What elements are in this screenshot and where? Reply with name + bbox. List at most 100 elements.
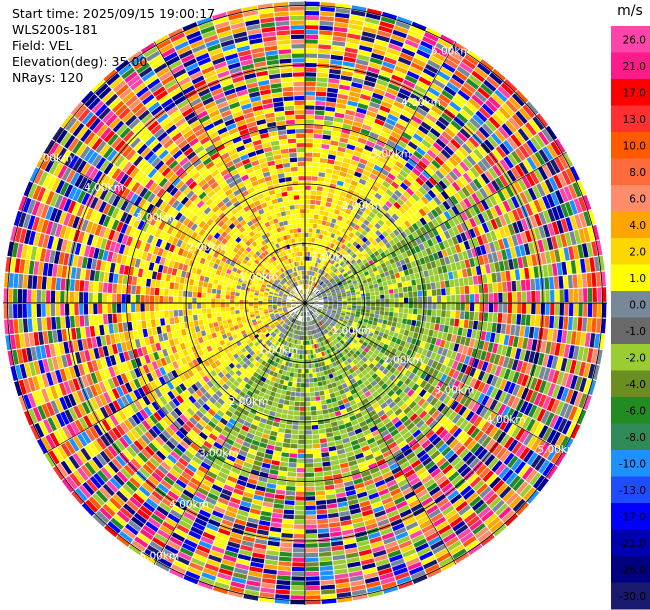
range-gate	[328, 304, 333, 306]
range-gate	[471, 94, 484, 106]
range-gate	[362, 169, 371, 177]
range-gate	[447, 142, 458, 153]
range-gate	[317, 238, 322, 244]
range-gate	[320, 282, 325, 287]
range-gate	[305, 110, 315, 115]
range-gate	[313, 448, 321, 454]
range-gate	[364, 197, 372, 204]
range-gate	[465, 139, 476, 151]
range-gate	[328, 517, 340, 523]
range-gate	[335, 444, 344, 450]
range-gate	[328, 78, 340, 84]
range-gate	[351, 297, 357, 301]
range-gate	[350, 86, 362, 94]
range-gate	[530, 314, 536, 327]
range-gate	[354, 264, 360, 270]
range-gate	[264, 559, 278, 566]
range-gate	[408, 225, 416, 234]
range-gate	[521, 303, 527, 314]
range-gate	[293, 529, 305, 534]
range-gate	[525, 279, 531, 291]
range-gate	[510, 324, 516, 336]
range-gate	[573, 303, 579, 317]
range-gate	[462, 328, 468, 337]
range-gate	[596, 272, 602, 287]
range-gate	[279, 461, 289, 467]
range-gate	[319, 303, 324, 305]
range-gate	[461, 186, 471, 197]
range-gate	[342, 182, 350, 189]
range-gate	[305, 543, 318, 548]
range-gate	[321, 283, 326, 288]
range-gate	[320, 275, 324, 280]
range-gate	[458, 319, 464, 328]
range-gate	[315, 486, 325, 491]
range-gate	[305, 472, 315, 477]
range-gate	[363, 80, 376, 88]
range-gate	[293, 411, 300, 416]
range-gate	[270, 522, 282, 528]
range-gate	[370, 219, 377, 226]
range-gate	[309, 280, 312, 285]
range-gate	[412, 291, 418, 297]
range-gate	[408, 171, 418, 180]
range-gate	[380, 168, 389, 177]
range-gate	[364, 17, 380, 25]
range-gate	[456, 112, 469, 124]
range-gate	[327, 275, 332, 280]
range-gate	[374, 314, 379, 319]
range-gate	[305, 6, 320, 11]
range-gate	[396, 218, 404, 226]
range-gate	[411, 214, 419, 223]
range-gate	[369, 101, 381, 109]
range-gate	[374, 192, 382, 200]
range-gate	[358, 240, 365, 247]
range-gate	[445, 287, 451, 296]
range-gate	[320, 579, 335, 586]
range-gate	[318, 386, 324, 391]
range-gate	[335, 252, 341, 258]
range-gate	[377, 247, 384, 254]
range-gate	[380, 16, 396, 25]
range-gate	[376, 139, 386, 148]
range-gate	[306, 331, 309, 336]
range-gate	[522, 104, 535, 119]
range-gate	[372, 48, 386, 56]
range-gate	[352, 234, 358, 241]
range-gate	[312, 223, 318, 229]
range-gate	[406, 175, 415, 184]
range-gate	[404, 303, 409, 308]
range-gate	[422, 36, 437, 47]
range-gate	[482, 274, 488, 284]
range-gate	[566, 330, 572, 344]
range-gate	[282, 404, 289, 410]
range-gate	[394, 327, 401, 334]
range-gate	[305, 11, 320, 16]
range-gate	[328, 446, 337, 452]
range-gate	[368, 316, 374, 321]
range-gate	[428, 109, 440, 120]
range-gate	[472, 114, 485, 126]
range-gate	[458, 278, 464, 287]
range-gate	[359, 158, 368, 165]
range-gate	[333, 299, 338, 302]
range-gate	[294, 515, 305, 520]
range-gate	[305, 373, 309, 378]
range-gate	[397, 333, 404, 340]
range-gate	[491, 322, 497, 333]
range-gate	[295, 363, 299, 369]
range-gate	[398, 312, 403, 319]
range-gate	[435, 120, 447, 131]
range-gate	[432, 296, 437, 303]
range-gate	[314, 205, 321, 210]
range-gate	[372, 92, 384, 101]
range-gate	[393, 267, 399, 274]
range-gate	[314, 462, 323, 468]
range-gate	[313, 288, 318, 293]
range-gate	[511, 93, 525, 107]
range-gate	[350, 130, 360, 137]
range-gate	[413, 150, 423, 160]
range-gate	[552, 263, 558, 276]
range-gate	[313, 138, 322, 144]
range-gate	[477, 87, 491, 99]
